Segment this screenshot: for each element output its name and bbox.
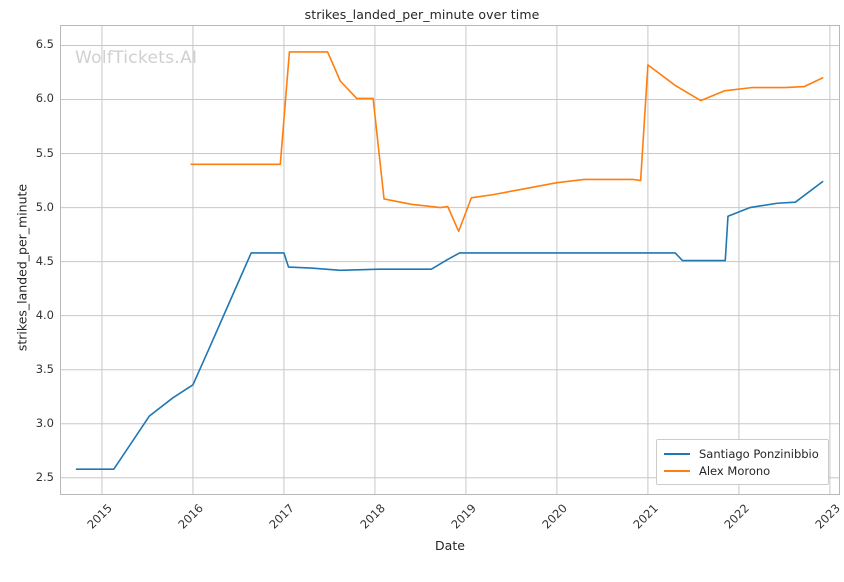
plot-area: WolfTickets.AI <box>60 25 840 495</box>
legend-item: Santiago Ponzinibbio <box>664 445 819 462</box>
legend-label-santiago-ponzinibbio: Santiago Ponzinibbio <box>699 446 819 461</box>
series-line-santiago-ponzinibbio <box>75 180 824 470</box>
data-series-group <box>75 51 824 470</box>
x-axis-label: Date <box>435 538 465 553</box>
y-tick-label: 4.5 <box>35 253 54 268</box>
y-tick-label: 3.5 <box>35 361 54 376</box>
series-line-alex-morono <box>190 51 824 233</box>
chart-legend[interactable]: Santiago Ponzinibbio Alex Morono <box>656 439 829 485</box>
y-tick-label: 4.0 <box>35 307 54 322</box>
y-tick-label: 6.0 <box>35 91 54 106</box>
watermark-text: WolfTickets.AI <box>75 48 198 68</box>
chart-figure: strikes_landed_per_minute over time stri… <box>14 7 843 553</box>
y-tick-label: 3.0 <box>35 415 54 430</box>
grid-lines <box>61 26 839 494</box>
legend-item: Alex Morono <box>664 462 819 479</box>
y-tick-label: 5.5 <box>35 145 54 160</box>
chart-title: strikes_landed_per_minute over time <box>304 7 540 22</box>
legend-swatch-alex-morono <box>664 469 690 472</box>
y-tick-label: 5.0 <box>35 199 54 214</box>
y-tick-label: 6.5 <box>35 37 54 52</box>
y-tick-label: 2.5 <box>35 469 54 484</box>
plot-svg <box>61 26 839 494</box>
legend-swatch-santiago-ponzinibbio <box>664 452 690 455</box>
legend-label-alex-morono: Alex Morono <box>699 463 771 478</box>
